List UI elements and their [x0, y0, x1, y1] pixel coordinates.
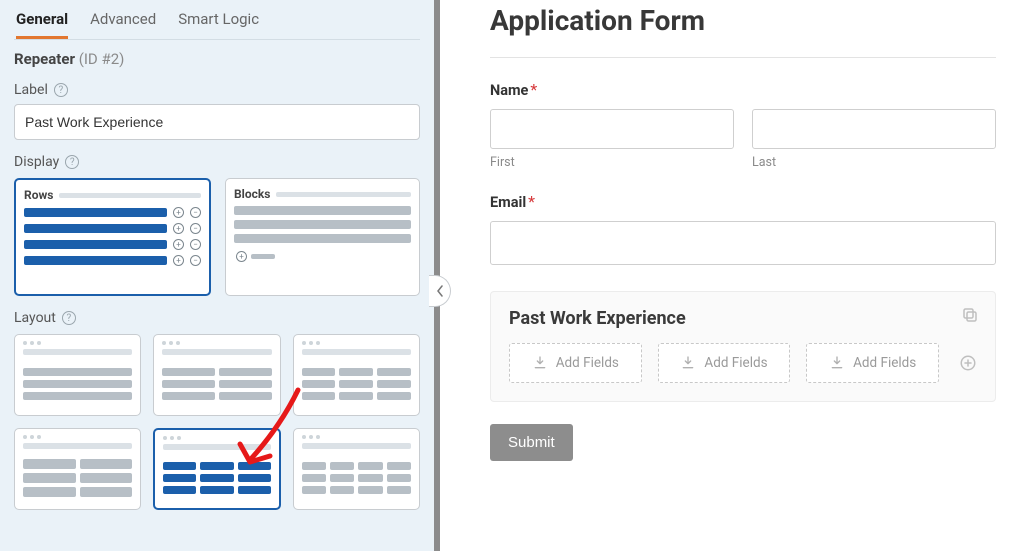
first-name-input[interactable] [490, 109, 734, 149]
layout-options [14, 334, 420, 520]
layout-option[interactable] [14, 428, 141, 510]
email-label: Email [490, 194, 526, 211]
panel-title: Repeater (ID #2) [14, 50, 420, 68]
last-name-input[interactable] [752, 109, 996, 149]
name-field: Name* First Last [490, 80, 996, 170]
first-sublabel: First [490, 155, 734, 170]
help-icon[interactable]: ? [62, 311, 76, 325]
required-indicator: * [528, 192, 535, 211]
submit-button[interactable]: Submit [490, 424, 573, 461]
plus-icon: + [173, 239, 184, 250]
plus-icon: + [173, 223, 184, 234]
email-field: Email* [490, 192, 996, 265]
label-input[interactable] [14, 104, 420, 140]
download-icon [532, 355, 548, 371]
tab-smart-logic[interactable]: Smart Logic [178, 10, 259, 39]
display-heading-text: Display [14, 154, 59, 170]
help-icon[interactable]: ? [65, 155, 79, 169]
minus-icon: − [190, 223, 201, 234]
add-fields-label: Add Fields [853, 355, 916, 371]
repeater-title: Past Work Experience [509, 308, 977, 329]
divider [490, 57, 996, 58]
add-fields-label: Add Fields [704, 355, 767, 371]
panel-title-text: Repeater [14, 50, 75, 68]
layout-option[interactable] [153, 334, 280, 416]
repeater-columns: Add Fields Add Fields Add Fields [509, 343, 977, 383]
layout-option-selected[interactable] [153, 428, 280, 510]
plus-icon: + [173, 255, 184, 266]
required-indicator: * [530, 80, 537, 99]
settings-tabs: General Advanced Smart Logic [14, 0, 420, 40]
minus-icon: − [190, 239, 201, 250]
add-fields-button[interactable]: Add Fields [509, 343, 642, 383]
tab-advanced[interactable]: Advanced [90, 10, 156, 39]
last-sublabel: Last [752, 155, 996, 170]
download-icon [680, 355, 696, 371]
display-blocks-label: Blocks [234, 187, 270, 201]
minus-icon: − [190, 207, 201, 218]
display-option-rows[interactable]: Rows +− +− +− +− [14, 178, 211, 296]
email-input[interactable] [490, 221, 996, 265]
panel-id: (ID #2) [79, 50, 125, 68]
display-heading: Display ? [14, 154, 420, 170]
settings-panel: General Advanced Smart Logic Repeater (I… [0, 0, 440, 551]
plus-icon: + [173, 207, 184, 218]
repeater-section[interactable]: Past Work Experience Add Fields Add Fiel… [490, 291, 996, 402]
plus-icon: + [236, 251, 247, 262]
add-fields-button[interactable]: Add Fields [806, 343, 939, 383]
layout-option[interactable] [293, 334, 420, 416]
display-options: Rows +− +− +− +− Blocks + [14, 178, 420, 296]
tab-general[interactable]: General [16, 10, 68, 39]
download-icon [829, 355, 845, 371]
layout-heading-text: Layout [14, 310, 56, 326]
display-rows-label: Rows [24, 188, 53, 202]
form-title: Application Form [490, 4, 996, 37]
minus-icon: − [190, 255, 201, 266]
add-fields-label: Add Fields [556, 355, 619, 371]
layout-option[interactable] [14, 334, 141, 416]
label-heading-text: Label [14, 82, 48, 98]
layout-heading: Layout ? [14, 310, 420, 326]
display-option-blocks[interactable]: Blocks + [225, 178, 420, 296]
help-icon[interactable]: ? [54, 83, 68, 97]
label-heading: Label ? [14, 82, 420, 98]
add-row-icon[interactable] [959, 354, 977, 372]
form-preview: Application Form Name* First Last Email*… [440, 0, 1024, 551]
layout-option[interactable] [293, 428, 420, 510]
add-fields-button[interactable]: Add Fields [658, 343, 791, 383]
name-label: Name [490, 82, 528, 99]
duplicate-icon[interactable] [961, 306, 979, 324]
